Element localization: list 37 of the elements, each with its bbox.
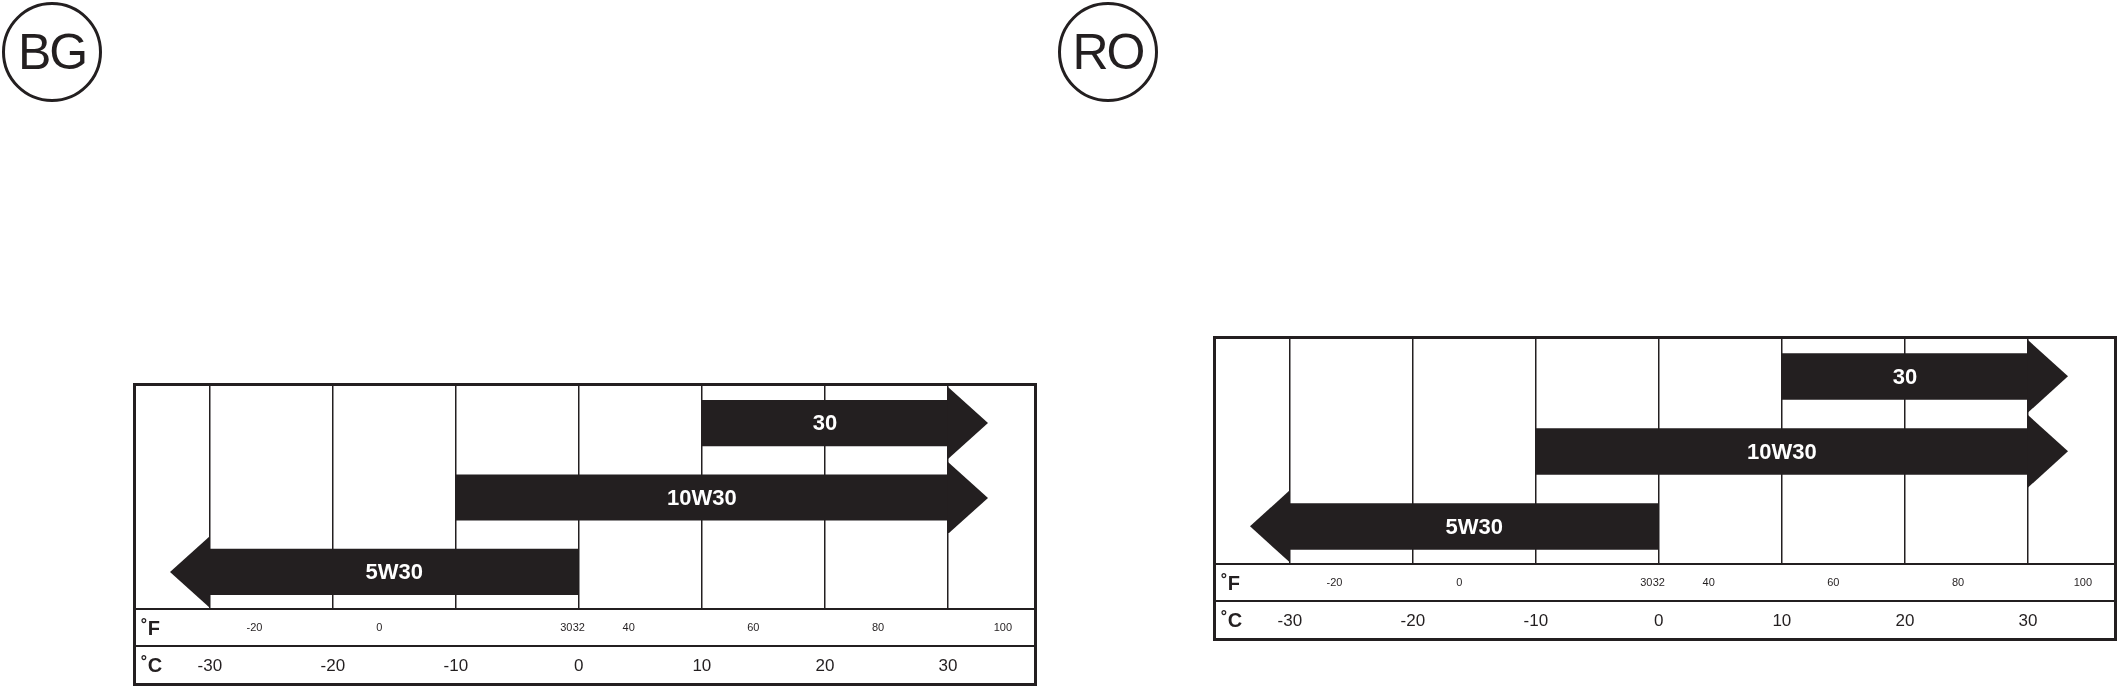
x-tick-label: 30 [2018,610,2038,630]
x-axis-title: ˚C [1221,609,1243,632]
x2-tick-label: 80 [1951,575,1965,588]
y-tick-label: 10W30 [667,484,737,510]
chart-title: RO [1058,2,1158,102]
x-tick-label: -10 [1523,610,1549,630]
y-tick-label: 5W30 [1445,513,1504,539]
x2-tick-label: 40 [622,620,635,633]
x-tick-label: -30 [1277,610,1303,630]
x2-tick-label: 32 [572,620,585,633]
x-tick-label: 30 [938,655,958,675]
x-tick-label: -10 [443,655,469,675]
x2-tick-label: 32 [1652,575,1665,588]
x-tick-label: -20 [1400,610,1426,630]
x2-tick-label: 0 [1456,575,1463,588]
x-tick-label: -20 [320,655,346,675]
x2-tick-label: 100 [993,620,1012,633]
y-tick-label: 10W30 [1747,438,1817,464]
x2-tick-label: 100 [2073,575,2092,588]
x2-tick-label: 40 [1702,575,1715,588]
chart-title: BG [2,2,102,102]
y-tick-label: 5W30 [365,558,424,584]
x-tick-label: 20 [1895,610,1915,630]
x-tick-label: 10 [692,655,712,675]
x2-tick-label: 60 [1827,575,1840,588]
x-tick-label: 20 [815,655,835,675]
x2-axis-title: ˚F [1221,572,1240,595]
x2-tick-label: 80 [871,620,885,633]
x2-tick-label: 30 [1640,575,1653,588]
x2-axis-title: ˚F [141,617,160,640]
x-tick-label: 0 [574,655,584,675]
x2-tick-label: 60 [747,620,760,633]
x2-tick-label: -20 [1326,575,1343,588]
x-tick-label: 10 [1772,610,1792,630]
x-tick-label: 0 [1654,610,1664,630]
x-axis-title: ˚C [141,654,163,677]
x-tick-label: -30 [197,655,223,675]
